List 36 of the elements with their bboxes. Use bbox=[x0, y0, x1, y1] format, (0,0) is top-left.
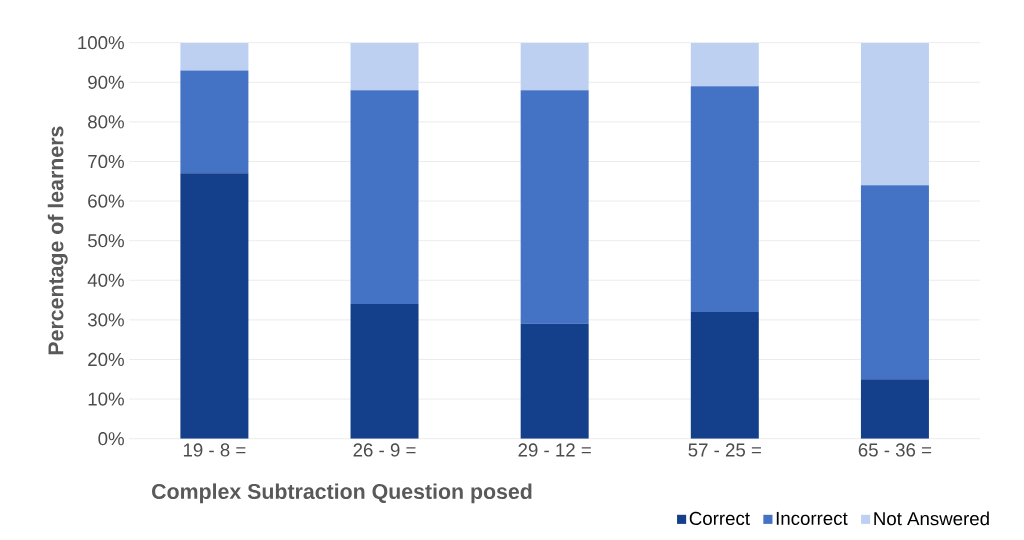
x-axis-title: Complex Subtraction Question posed bbox=[152, 483, 532, 504]
bar bbox=[350, 304, 419, 439]
bar bbox=[860, 42, 929, 186]
y-tick-label: 100% bbox=[78, 36, 124, 50]
y-tick-label: 60% bbox=[88, 194, 124, 208]
bar bbox=[860, 379, 929, 439]
bar bbox=[350, 42, 419, 91]
x-tick-label: 65 - 36 = bbox=[858, 443, 932, 457]
x-tick-label: 19 - 8 = bbox=[183, 443, 246, 457]
bar bbox=[180, 42, 249, 71]
bar bbox=[180, 173, 249, 439]
bar bbox=[690, 86, 759, 312]
y-axis-title: Percentage of learners bbox=[47, 126, 68, 355]
legend-label: Not Answered bbox=[874, 511, 989, 526]
bar bbox=[690, 311, 759, 439]
bar bbox=[350, 90, 419, 305]
y-tick-label: 10% bbox=[88, 392, 124, 406]
y-tick-label: 20% bbox=[88, 352, 124, 367]
y-tick-label: 0% bbox=[98, 432, 124, 446]
y-tick-label: 40% bbox=[87, 273, 124, 287]
bar bbox=[520, 42, 589, 91]
x-tick-label: 29 - 12 = bbox=[518, 443, 591, 457]
bar bbox=[860, 185, 929, 380]
y-tick-label: 50% bbox=[88, 234, 124, 248]
legend-label: Incorrect bbox=[776, 511, 848, 525]
y-tick-label: 80% bbox=[88, 115, 124, 129]
bar bbox=[520, 90, 589, 324]
y-tick-label: 70% bbox=[88, 154, 124, 169]
bar bbox=[690, 42, 759, 87]
bar bbox=[520, 323, 589, 439]
x-tick-label: 57 - 25 = bbox=[688, 443, 761, 457]
y-tick-label: 30% bbox=[87, 313, 124, 327]
legend-label: Correct bbox=[689, 511, 750, 526]
y-tick-label: 90% bbox=[88, 75, 124, 89]
bar bbox=[180, 70, 249, 174]
x-tick-label: 26 - 9 = bbox=[353, 443, 416, 457]
